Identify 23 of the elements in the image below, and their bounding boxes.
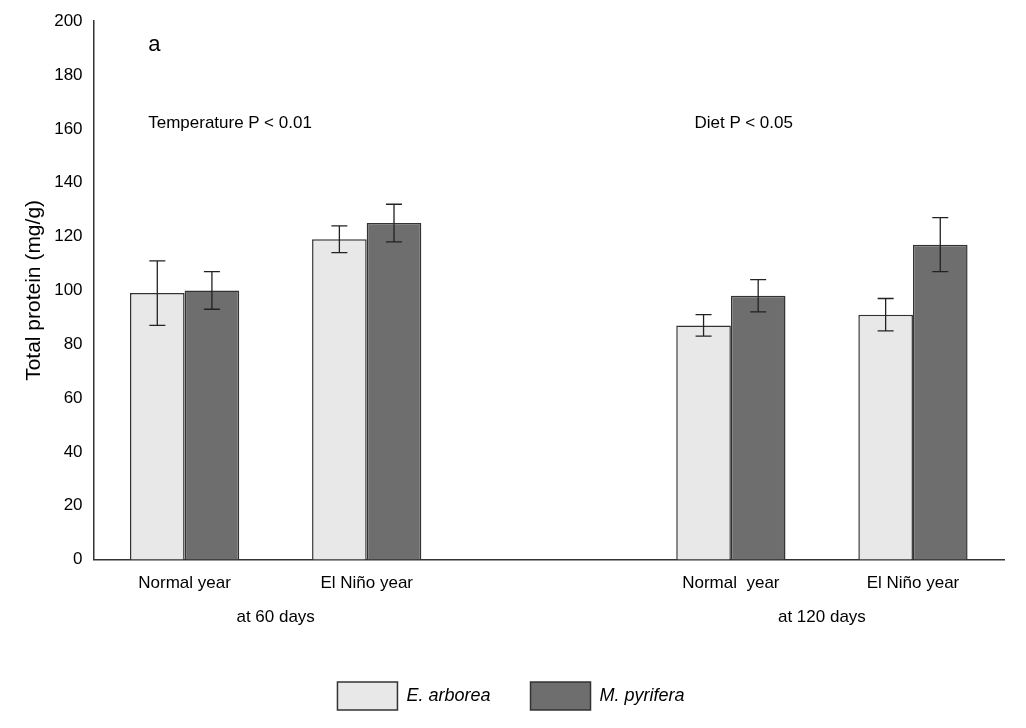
y-tick-label: 40 bbox=[63, 441, 83, 461]
x-tick-label: El Niño year bbox=[866, 573, 960, 593]
y-tick-label: 20 bbox=[63, 495, 83, 515]
annotation: a bbox=[148, 31, 162, 57]
y-tick-label: 80 bbox=[63, 333, 83, 353]
annotation: Temperature P < 0.01 bbox=[148, 113, 312, 133]
y-tick-label: 0 bbox=[73, 549, 83, 569]
y-tick-label: 200 bbox=[54, 10, 83, 30]
y-axis-title: Total protein (mg/g) bbox=[21, 199, 45, 381]
y-tick-label: 100 bbox=[54, 280, 83, 300]
y-tick-label: 120 bbox=[54, 226, 83, 246]
legend-label: M. pyrifera bbox=[599, 685, 685, 705]
annotation: Diet P < 0.05 bbox=[694, 113, 793, 133]
x-tick-label: Normal year bbox=[138, 573, 232, 593]
x-tick-label: El Niño year bbox=[320, 573, 414, 593]
x-tick-label: Normal year bbox=[682, 573, 780, 593]
y-tick-label: 180 bbox=[54, 64, 83, 84]
y-tick-label: 160 bbox=[54, 118, 83, 138]
text: at 60 days bbox=[236, 607, 315, 627]
y-tick-label: 140 bbox=[54, 172, 83, 192]
legend-label: E. arborea bbox=[406, 685, 491, 705]
y-tick-label: 60 bbox=[63, 387, 83, 407]
text: at 120 days bbox=[777, 607, 866, 627]
